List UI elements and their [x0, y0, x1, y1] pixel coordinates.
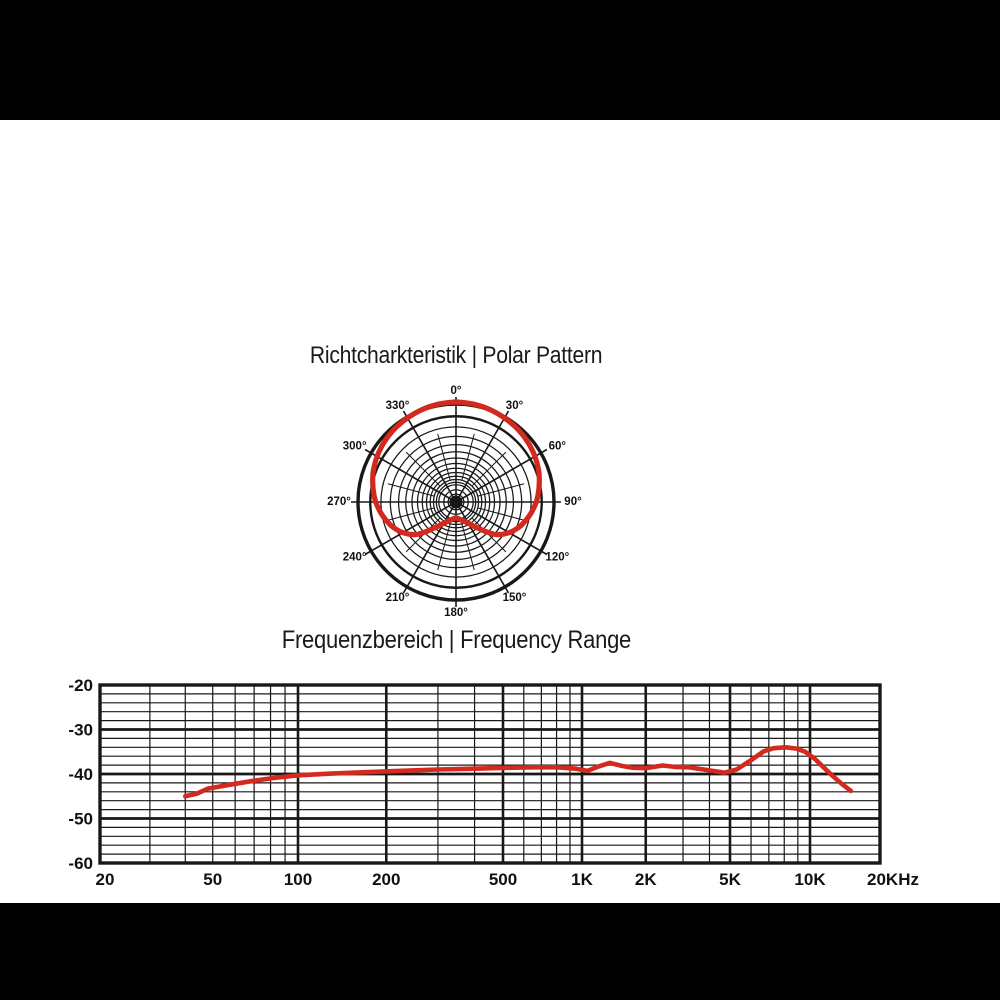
frequency-range-chart: 20 50 100 200 500 1K 2K 5K 10K 20KHz -20 -30 -40 -50 -…: [68, 676, 919, 889]
content-area: Richtcharkteristik | Polar Pattern 0° 30°…: [0, 120, 1000, 903]
polar-minor-radial: [461, 523, 475, 571]
polar-minor-radial: [461, 433, 475, 481]
polar-minor-radial: [477, 483, 525, 497]
polar-response-curve: [370, 399, 542, 538]
y-tick-label: -20: [68, 676, 93, 695]
frequency-range-title: Frequenzbereich | Frequency Range: [281, 626, 631, 654]
polar-center-dot: [449, 495, 463, 509]
polar-angle-label: 150°: [503, 592, 527, 604]
frequency-response-curve: [183, 745, 854, 799]
polar-ring: [389, 435, 523, 569]
frequency-grid: [98, 683, 882, 865]
polar-pattern-title-row: Richtcharkteristik | Polar Pattern: [0, 342, 912, 370]
x-tick-label: 500: [489, 870, 517, 889]
polar-ring: [380, 426, 532, 578]
x-tick-label: 5K: [719, 870, 741, 889]
bottom-letterbox: [0, 903, 1000, 1000]
polar-ring: [447, 493, 465, 511]
polar-ring: [432, 478, 480, 526]
polar-angle-label: 330°: [386, 400, 410, 412]
polar-angle-label: 270°: [327, 496, 351, 508]
x-tick-label: 20KHz: [867, 870, 919, 889]
freq-plot-border: [98, 683, 882, 865]
polar-angle-label: 60°: [549, 441, 567, 453]
polar-angle-label: 180°: [444, 607, 468, 619]
y-tick-label: -60: [68, 854, 93, 873]
y-tick-label: -30: [68, 721, 93, 740]
polar-angle-label: 210°: [386, 592, 410, 604]
x-tick-label: 2K: [635, 870, 657, 889]
polar-pattern-chart: 0° 30° 60° 90° 120° 150° 180° 210° 240° 270° 300° 3…: [327, 385, 582, 619]
polar-angle-label: 300°: [343, 441, 367, 453]
polar-angle-label: 120°: [545, 552, 569, 564]
polar-ring: [429, 475, 483, 529]
polar-grid: [351, 397, 561, 607]
top-letterbox: [0, 0, 1000, 120]
x-tick-label: 1K: [571, 870, 593, 889]
y-tick-label: -50: [68, 810, 93, 829]
polar-ring: [435, 481, 477, 523]
x-tick-label: 50: [203, 870, 222, 889]
polar-ring: [369, 415, 543, 589]
polar-ring: [421, 467, 491, 537]
polar-ring: [397, 443, 515, 561]
polar-angle-label: 30°: [506, 400, 524, 412]
polar-ring: [425, 471, 487, 533]
x-tick-label: 10K: [794, 870, 826, 889]
polar-minor-radial: [477, 507, 525, 521]
polar-ring: [443, 489, 469, 515]
polar-minor-radial: [387, 507, 435, 521]
polar-minor-radial: [437, 433, 451, 481]
polar-ring: [416, 462, 496, 542]
polar-ring: [405, 451, 507, 553]
polar-minor-radial: [405, 451, 441, 487]
polar-minor-radial: [471, 451, 507, 487]
polar-minor-radial: [387, 483, 435, 497]
polar-minor-radial: [437, 523, 451, 571]
polar-angle-label: 240°: [343, 552, 367, 564]
polar-pattern-title: Richtcharkteristik | Polar Pattern: [309, 342, 603, 369]
polar-angle-label: 0°: [451, 385, 462, 397]
polar-ring: [411, 457, 501, 547]
polar-angle-label: 90°: [564, 496, 582, 508]
x-tick-label: 20: [96, 870, 115, 889]
x-tick-label: 100: [284, 870, 312, 889]
frequency-range-title-row: Frequenzbereich | Frequency Range: [0, 626, 912, 655]
x-tick-label: 200: [372, 870, 400, 889]
y-tick-label: -40: [68, 765, 93, 784]
